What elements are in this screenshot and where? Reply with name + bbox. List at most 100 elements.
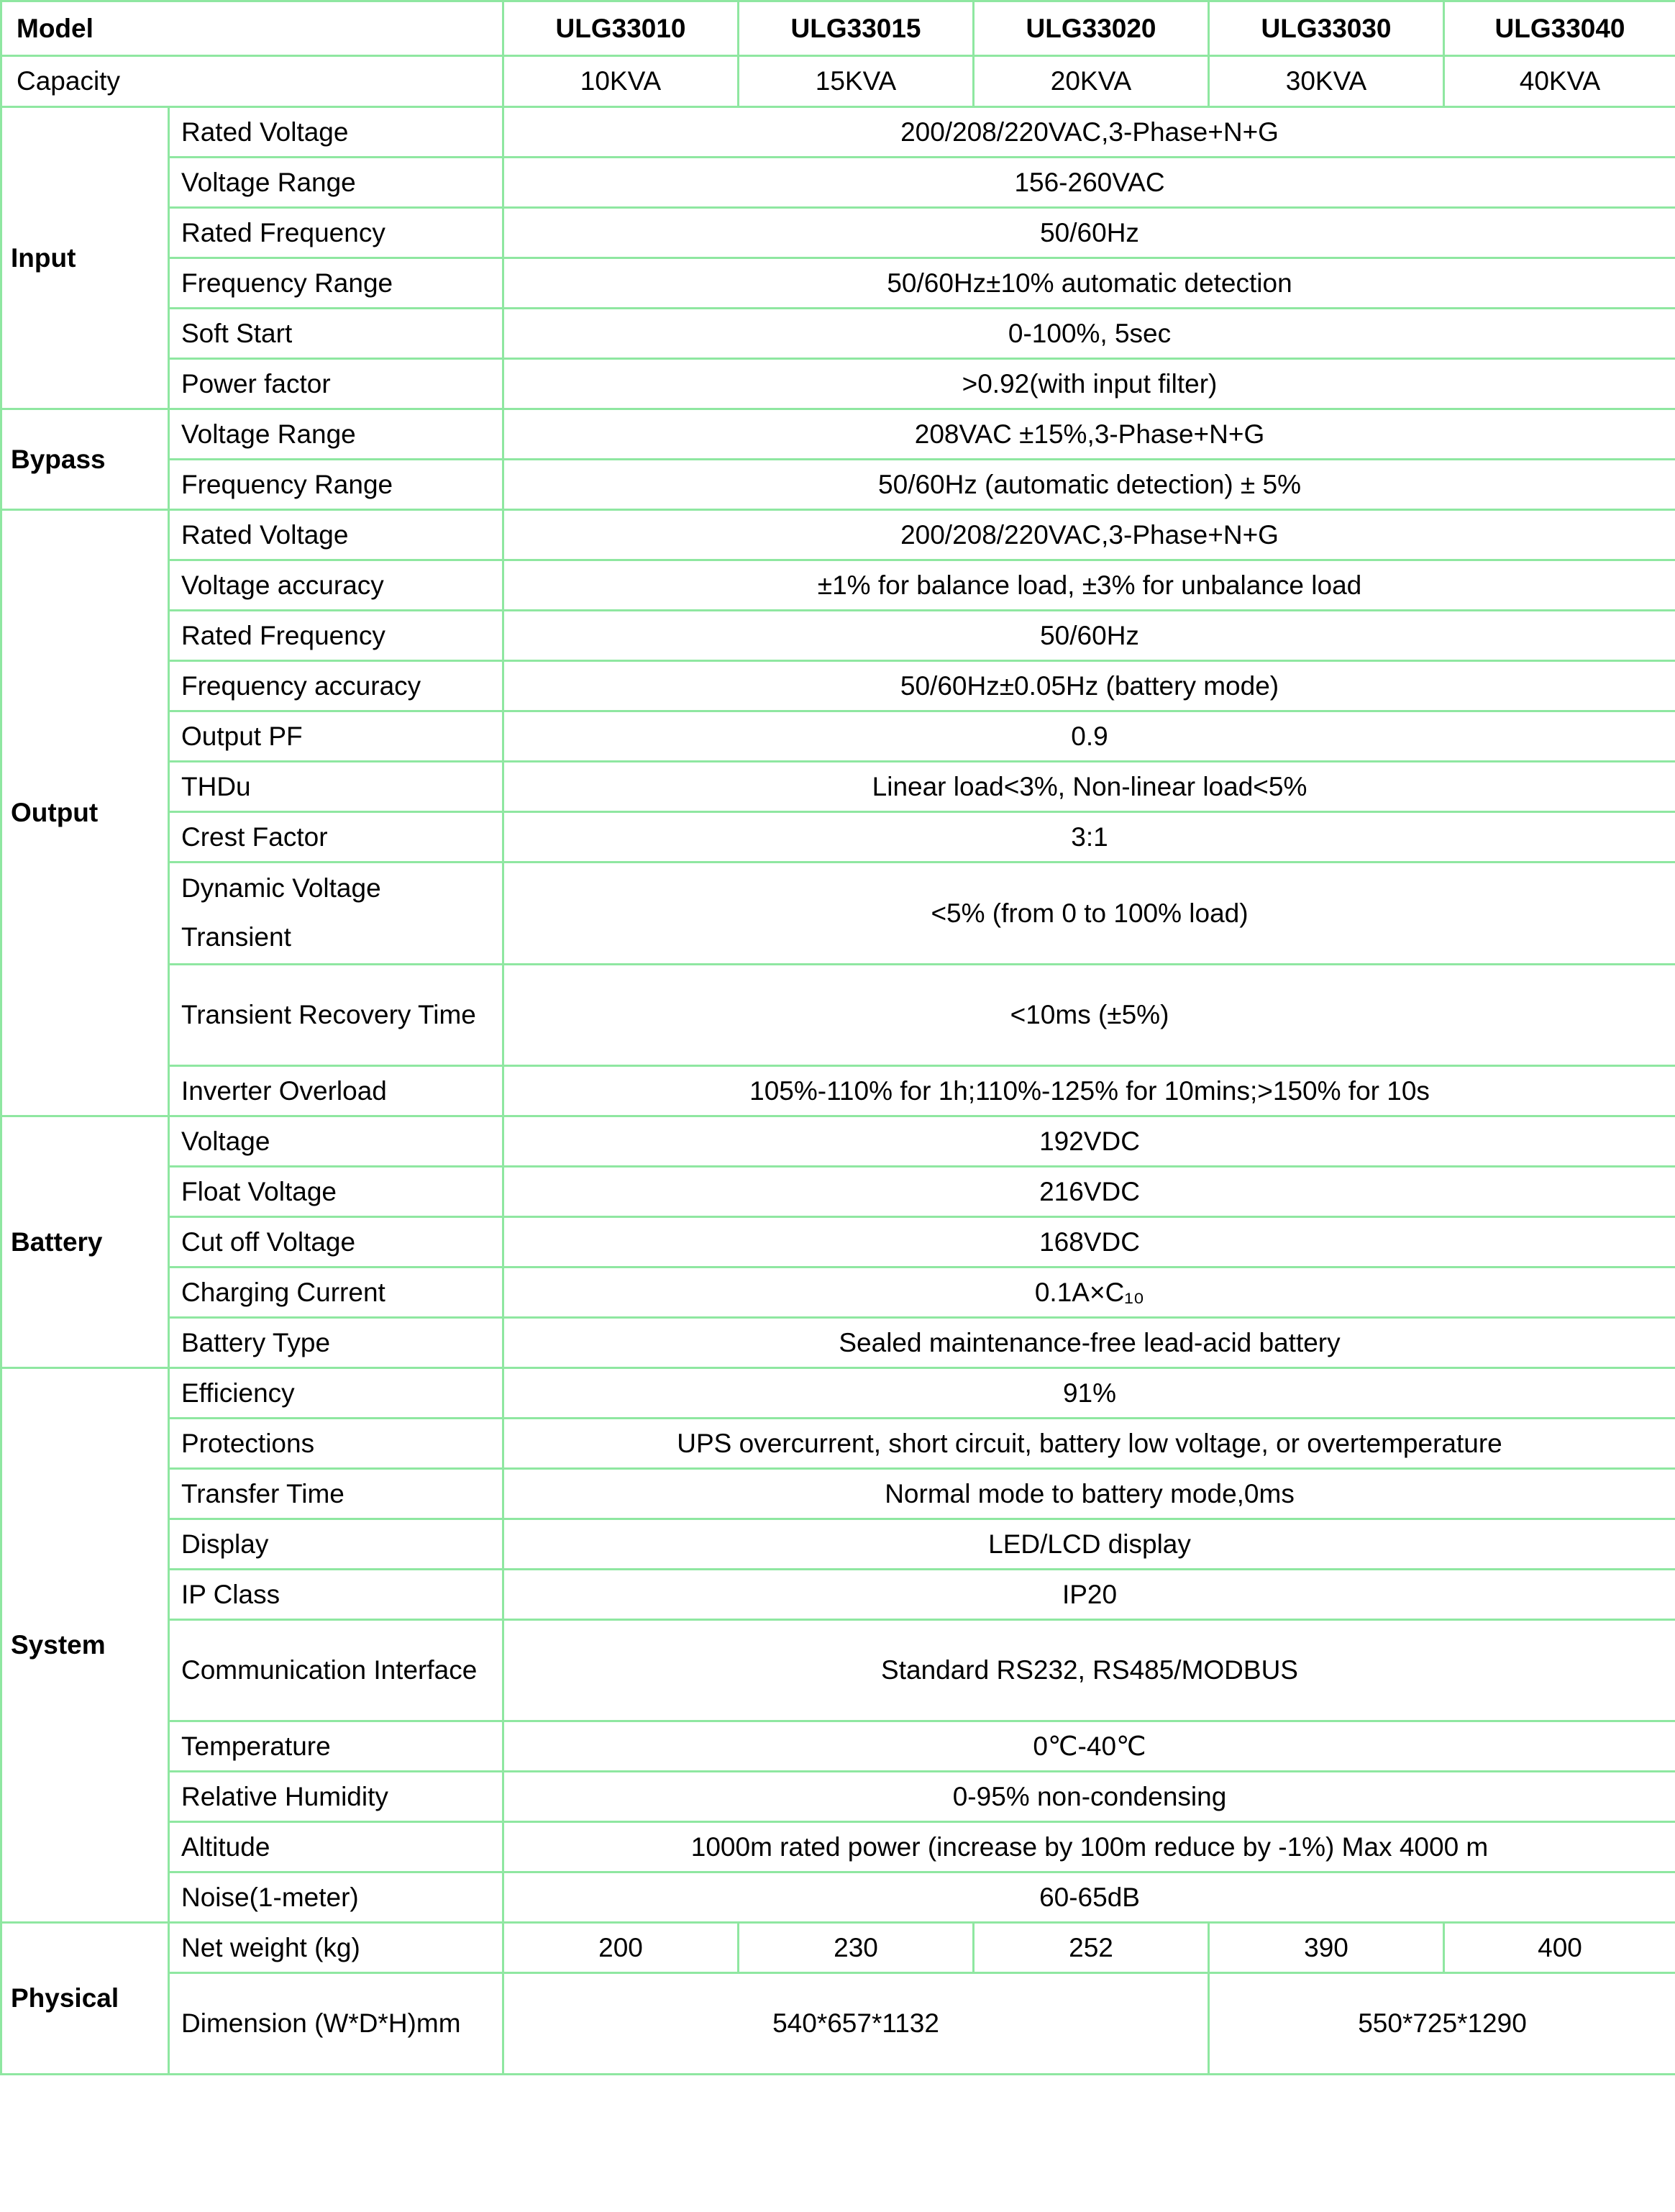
model-name-cell: ULG33020 xyxy=(972,0,1210,57)
spec-row: Crest Factor 3:1 xyxy=(1,811,1675,863)
spec-value: 168VDC xyxy=(502,1215,1675,1268)
spec-label: Charging Current xyxy=(167,1265,505,1319)
spec-row: Battery Voltage 192VDC xyxy=(0,1114,1675,1369)
spec-row: Noise(1-meter) 60-65dB xyxy=(1,1870,1675,1924)
spec-value: 0-100%, 5sec xyxy=(502,307,1675,360)
spec-label: Rated Frequency xyxy=(167,609,505,662)
spec-label: Rated Voltage xyxy=(167,106,505,158)
spec-label: Battery Type xyxy=(167,1316,505,1369)
spec-row: Dynamic Voltage Transient <5% (from 0 to … xyxy=(1,861,1675,965)
spec-value: 200/208/220VAC,3-Phase+N+G xyxy=(502,509,1675,561)
section-label-battery: Battery xyxy=(0,1114,170,1369)
spec-label: Communication Interface xyxy=(167,1618,505,1722)
spec-value: 0-95% non-condensing xyxy=(502,1770,1675,1823)
spec-value: Standard RS232, RS485/MODBUS xyxy=(502,1618,1675,1722)
spec-value: 192VDC xyxy=(502,1114,1675,1168)
spec-value: UPS overcurrent, short circuit, battery … xyxy=(502,1416,1675,1470)
spec-value: 156-260VAC xyxy=(502,156,1675,209)
spec-row: Frequency Range 50/60Hz (automatic detect… xyxy=(1,458,1675,511)
spec-row: Cut off Voltage 168VDC xyxy=(1,1215,1675,1268)
spec-row: Protections UPS overcurrent, short circui… xyxy=(1,1416,1675,1470)
spec-label: Voltage xyxy=(167,1114,505,1168)
spec-value: 0.9 xyxy=(502,710,1675,763)
spec-value: 50/60Hz xyxy=(502,206,1675,259)
spec-value: 200/208/220VAC,3-Phase+N+G xyxy=(502,106,1675,158)
spec-row: Rated Frequency 50/60Hz xyxy=(1,206,1675,259)
spec-row: Voltage Range 156-260VAC xyxy=(1,156,1675,209)
spec-row: Transient Recovery Time <10ms (±5%) xyxy=(1,962,1675,1067)
spec-label: Transfer Time xyxy=(167,1467,505,1520)
spec-value: 540*657*1132 xyxy=(502,1971,1210,2075)
spec-row: Frequency Range 50/60Hz±10% automatic det… xyxy=(1,257,1675,309)
spec-row: Display LED/LCD display xyxy=(1,1517,1675,1570)
section-label-bypass: Bypass xyxy=(0,408,170,511)
spec-row: Rated Frequency 50/60Hz xyxy=(1,609,1675,662)
spec-label: Crest Factor xyxy=(167,811,505,863)
spec-label: Rated Frequency xyxy=(167,206,505,259)
spec-value: 200 xyxy=(502,1921,740,1974)
section-label-system: System xyxy=(0,1366,170,1924)
model-name-cell: ULG33040 xyxy=(1443,0,1675,57)
model-name-cell: ULG33010 xyxy=(502,0,740,57)
spec-value: 550*725*1290 xyxy=(1208,1971,1675,2075)
spec-row: Dimension (W*D*H)mm 540*657*1132 550*725*1… xyxy=(1,1971,1675,2075)
spec-row: Charging Current 0.1A×C₁₀ xyxy=(1,1265,1675,1319)
ups-spec-table: Model ULG33010 ULG33015 ULG33020 ULG33030 ULG… xyxy=(0,0,1675,2075)
spec-row: Transfer Time Normal mode to battery mode… xyxy=(1,1467,1675,1520)
spec-value: Linear load<3%, Non-linear load<5% xyxy=(502,760,1675,813)
capacity-value-cell: 10KVA xyxy=(502,55,740,108)
capacity-row: Capacity 10KVA 15KVA 20KVA 30KVA 40KVA xyxy=(0,55,1675,108)
spec-row: Input Rated Voltage 200/208/220VAC,3-Phase… xyxy=(0,106,1675,410)
spec-label: Cut off Voltage xyxy=(167,1215,505,1268)
spec-label: Net weight (kg) xyxy=(167,1921,505,1974)
spec-row: System Efficiency 91% xyxy=(0,1366,1675,1924)
spec-label: Soft Start xyxy=(167,307,505,360)
model-name-cell: ULG33015 xyxy=(737,0,975,57)
spec-label: Float Voltage xyxy=(167,1165,505,1218)
spec-label: Frequency Range xyxy=(167,257,505,309)
spec-value: 0.1A×C₁₀ xyxy=(502,1265,1675,1319)
spec-label: Noise(1-meter) xyxy=(167,1870,505,1924)
spec-value: 400 xyxy=(1443,1921,1675,1974)
spec-value: IP20 xyxy=(502,1567,1675,1621)
spec-label: Voltage accuracy xyxy=(167,559,505,611)
spec-row: Inverter Overload 105%-110% for 1h;110%-1… xyxy=(1,1064,1675,1117)
model-header-row: Model ULG33010 ULG33015 ULG33020 ULG33030 ULG… xyxy=(0,0,1675,57)
spec-row: Communication Interface Standard RS232, R… xyxy=(1,1618,1675,1722)
spec-label: Transient Recovery Time xyxy=(167,962,505,1067)
spec-label: Rated Voltage xyxy=(167,509,505,561)
spec-value: 50/60Hz±10% automatic detection xyxy=(502,257,1675,309)
spec-label: Temperature xyxy=(167,1719,505,1772)
spec-label: Output PF xyxy=(167,710,505,763)
spec-label: Altitude xyxy=(167,1820,505,1873)
model-name-cell: ULG33030 xyxy=(1208,0,1446,57)
spec-row: Float Voltage 216VDC xyxy=(1,1165,1675,1218)
capacity-value-cell: 15KVA xyxy=(737,55,975,108)
spec-value: >0.92(with input filter) xyxy=(502,358,1675,410)
section-label-output: Output xyxy=(0,509,170,1117)
spec-row: Output PF 0.9 xyxy=(1,710,1675,763)
spec-value: 105%-110% for 1h;110%-125% for 10mins;>1… xyxy=(502,1064,1675,1117)
spec-row: Power factor >0.92(with input filter) xyxy=(1,358,1675,410)
spec-row: Soft Start 0-100%, 5sec xyxy=(1,307,1675,360)
model-label-cell: Model xyxy=(0,0,505,57)
spec-value: 1000m rated power (increase by 100m redu… xyxy=(502,1820,1675,1873)
spec-value: 0℃-40℃ xyxy=(502,1719,1675,1772)
spec-value: 230 xyxy=(737,1921,975,1974)
spec-label: Frequency Range xyxy=(167,458,505,511)
spec-value: 50/60Hz±0.05Hz (battery mode) xyxy=(502,660,1675,712)
spec-value: 3:1 xyxy=(502,811,1675,863)
capacity-value-cell: 40KVA xyxy=(1443,55,1675,108)
spec-label: Dimension (W*D*H)mm xyxy=(167,1971,505,2075)
spec-label: Dynamic Voltage Transient xyxy=(167,861,505,965)
capacity-label-cell: Capacity xyxy=(0,55,505,108)
spec-row: Temperature 0℃-40℃ xyxy=(1,1719,1675,1772)
spec-row: Physical Net weight (kg) 200 230 252 390 400 xyxy=(0,1921,1675,2075)
spec-table-body: Model ULG33010 ULG33015 ULG33020 ULG33030 ULG… xyxy=(0,0,1675,2075)
spec-label: IP Class xyxy=(167,1567,505,1621)
spec-label: Frequency accuracy xyxy=(167,660,505,712)
spec-label: Voltage Range xyxy=(167,156,505,209)
spec-value: LED/LCD display xyxy=(502,1517,1675,1570)
spec-value: 208VAC ±15%,3-Phase+N+G xyxy=(502,408,1675,460)
spec-row: Frequency accuracy 50/60Hz±0.05Hz (batter… xyxy=(1,660,1675,712)
